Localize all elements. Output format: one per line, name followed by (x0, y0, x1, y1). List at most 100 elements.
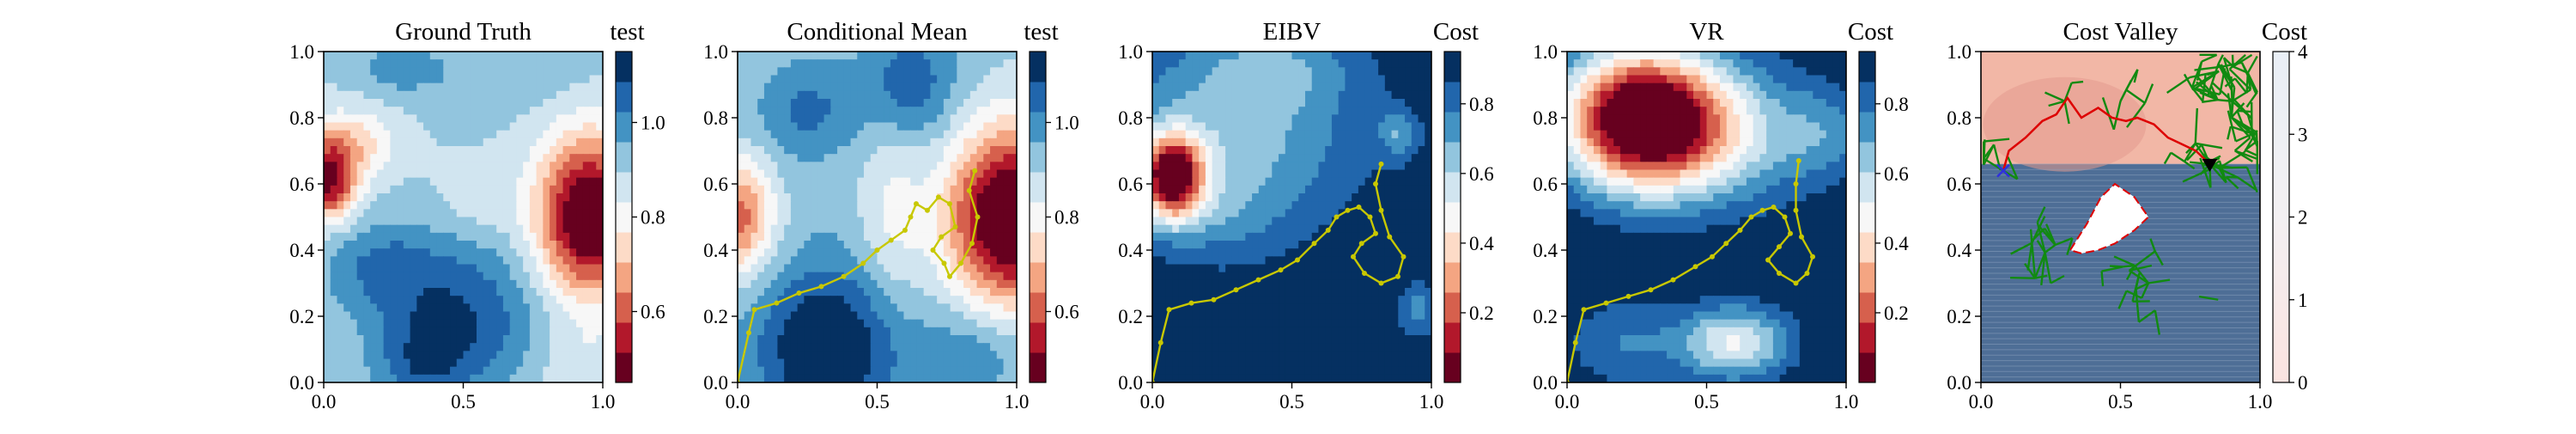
heatmap-cell (963, 83, 970, 92)
heatmap-cell (489, 248, 496, 257)
heatmap-cell (437, 256, 444, 265)
heatmap-cell (878, 320, 884, 328)
heatmap-cell (1371, 209, 1378, 217)
heatmap-cell (798, 367, 805, 376)
heatmap-cell (457, 83, 464, 92)
heatmap-cell (1206, 241, 1212, 249)
heatmap-cell (1385, 99, 1392, 107)
heatmap-cell (944, 335, 951, 344)
heatmap-cell (997, 91, 1004, 100)
heatmap-cell (530, 209, 537, 217)
heatmap-cell (390, 225, 397, 234)
heatmap-cell (864, 367, 871, 376)
heatmap-cell (410, 76, 417, 84)
heatmap-cell (997, 52, 1004, 60)
heatmap-cell (324, 225, 331, 234)
heatmap-cell (1385, 241, 1392, 249)
heatmap-cell (343, 99, 350, 107)
heatmap-cell (990, 178, 997, 186)
heatmap-cell (1292, 288, 1299, 296)
heatmap-cell (1152, 248, 1159, 257)
heatmap-cell (556, 343, 563, 351)
heatmap-cell (1398, 91, 1405, 100)
path-point (975, 215, 981, 220)
heatmap-cell (771, 359, 778, 368)
heatmap-cell (550, 138, 556, 147)
heatmap-cell (851, 209, 858, 217)
heatmap-cell (878, 272, 884, 281)
heatmap-cell (951, 91, 957, 100)
y-tick-label: 0.4 (703, 240, 728, 261)
heatmap-cell (977, 288, 984, 296)
heatmap-cell (489, 186, 496, 194)
heatmap-cell (1165, 146, 1172, 155)
heatmap-cell (884, 52, 890, 60)
heatmap-cell (963, 146, 970, 155)
heatmap-cell (516, 138, 523, 147)
heatmap-cell (1285, 186, 1292, 194)
heatmap-cell (563, 327, 570, 336)
heatmap-cell (1318, 131, 1325, 139)
heatmap-cell (771, 114, 778, 123)
heatmap-cell (1206, 256, 1212, 265)
heatmap-cell (397, 193, 404, 202)
heatmap-cell (397, 335, 404, 344)
heatmap-cell (917, 303, 924, 312)
heatmap-cell (550, 217, 556, 226)
heatmap-cell (937, 312, 944, 321)
path-point (875, 248, 880, 253)
heatmap-cell (530, 296, 537, 304)
heatmap-cell (443, 138, 450, 147)
heatmap-cell (331, 248, 337, 257)
heatmap-cell (824, 186, 831, 194)
heatmap-cell (1419, 241, 1425, 249)
heatmap-cell (1239, 170, 1246, 179)
heatmap-cell (457, 123, 464, 131)
heatmap-cell (397, 67, 404, 76)
heatmap-cell (337, 162, 343, 170)
heatmap-cell (470, 343, 477, 351)
heatmap-cell (1292, 225, 1299, 234)
heatmap-cell (363, 131, 370, 139)
heatmap-cell (530, 343, 537, 351)
heatmap-cell (496, 123, 503, 131)
heatmap-cell (937, 131, 944, 139)
heatmap-cell (397, 123, 404, 131)
heatmap-cell (470, 83, 477, 92)
heatmap-cell (1266, 186, 1273, 194)
heatmap-cell (337, 343, 343, 351)
heatmap-cell (777, 280, 784, 289)
heatmap-cell (443, 59, 450, 68)
heatmap-cell (457, 170, 464, 179)
heatmap-cell (878, 217, 884, 226)
heatmap-cell (804, 280, 811, 289)
heatmap-cell (331, 343, 337, 351)
heatmap-cell (1305, 138, 1312, 147)
heatmap-cell (1206, 52, 1212, 60)
heatmap-cell (1371, 76, 1378, 84)
heatmap-cell (1345, 52, 1352, 60)
heatmap-cell (924, 343, 931, 351)
heatmap-cell (764, 138, 771, 147)
heatmap-cell (1239, 59, 1246, 68)
heatmap-cell (1318, 162, 1325, 170)
heatmap-cell (771, 154, 778, 162)
heatmap-cell (977, 280, 984, 289)
heatmap-cell (377, 327, 384, 336)
heatmap-cell (924, 123, 931, 131)
heatmap-cell (1385, 201, 1392, 210)
heatmap-cell (830, 312, 837, 321)
heatmap-cell (1152, 76, 1159, 84)
heatmap-cell (990, 359, 997, 368)
heatmap-cell (798, 170, 805, 179)
heatmap-cell (1325, 272, 1332, 281)
heatmap-cell (1152, 225, 1159, 234)
heatmap-cell (977, 107, 984, 115)
heatmap-cell (1172, 131, 1179, 139)
heatmap-cell (1298, 186, 1305, 194)
heatmap-cell (1419, 186, 1425, 194)
heatmap-cell (1405, 170, 1412, 179)
heatmap-cell (890, 83, 897, 92)
heatmap-cell (1285, 154, 1292, 162)
